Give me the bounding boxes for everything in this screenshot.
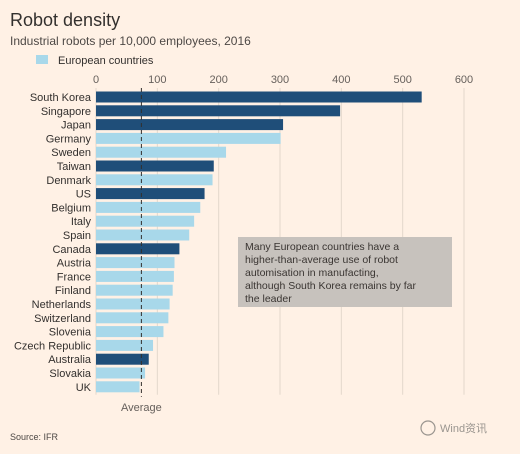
- x-tick-label: 600: [455, 74, 473, 86]
- bar: [96, 243, 180, 255]
- category-label: Netherlands: [32, 299, 92, 311]
- watermark-text: Wind资讯: [440, 422, 487, 435]
- x-tick-label: 500: [393, 74, 411, 86]
- category-label: Denmark: [46, 175, 91, 187]
- average-label: Average: [121, 402, 162, 414]
- category-label: UK: [76, 382, 92, 394]
- category-label: Singapore: [41, 106, 91, 118]
- bar: [96, 174, 213, 186]
- category-label: Finland: [55, 285, 91, 297]
- source-note: Source: IFR: [10, 432, 59, 442]
- annotation-line-3: automisation in manufacting,: [245, 267, 379, 279]
- x-tick-label: 100: [148, 74, 166, 86]
- annotation-line-1: Many European countries have a: [245, 241, 399, 253]
- category-label: Switzerland: [34, 313, 91, 325]
- category-label: Slovakia: [49, 368, 91, 380]
- annotation-line-5: the leader: [245, 293, 292, 305]
- annotation-background: [238, 237, 452, 307]
- bar: [96, 367, 146, 379]
- x-tick-label: 400: [332, 74, 350, 86]
- annotation-box: Many European countries have a higher-th…: [238, 237, 452, 307]
- category-label: Japan: [61, 120, 91, 132]
- category-label: Italy: [71, 216, 92, 228]
- x-axis-ticks: 0 100 200 300 400 500 600: [93, 74, 473, 86]
- bars: [96, 91, 422, 393]
- category-label: France: [57, 271, 91, 283]
- bar: [96, 215, 195, 227]
- category-label: Belgium: [51, 202, 91, 214]
- bar: [96, 381, 140, 393]
- bar: [96, 119, 284, 131]
- bar: [96, 146, 227, 158]
- category-label: Slovenia: [49, 327, 92, 339]
- legend-swatch-european: [36, 55, 48, 64]
- category-label: Germany: [46, 133, 92, 145]
- category-label: Canada: [52, 244, 91, 256]
- x-tick-label: 0: [93, 74, 99, 86]
- chart-title: Robot density: [10, 10, 120, 30]
- annotation-line-4: although South Korea remains by far: [245, 280, 417, 292]
- bar: [96, 132, 281, 144]
- bar: [96, 284, 173, 296]
- chart-subtitle: Industrial robots per 10,000 employees, …: [10, 34, 251, 48]
- bar: [96, 339, 154, 351]
- wechat-icon: [420, 420, 436, 436]
- category-label: South Korea: [30, 92, 92, 104]
- legend-label-european: European countries: [58, 55, 154, 67]
- bar: [96, 91, 422, 103]
- watermark: Wind资讯: [420, 420, 487, 436]
- bar: [96, 105, 341, 117]
- bar: [96, 353, 149, 365]
- x-tick-label: 200: [209, 74, 227, 86]
- bar: [96, 312, 169, 324]
- bar: [96, 201, 201, 213]
- bar: [96, 188, 205, 200]
- bar: [96, 298, 170, 310]
- bar: [96, 257, 175, 269]
- annotation-line-2: higher-than-average use of robot: [245, 254, 398, 266]
- x-tick-label: 300: [271, 74, 289, 86]
- category-label: Spain: [63, 230, 91, 242]
- category-label: Taiwan: [57, 161, 91, 173]
- category-label: Czech Republic: [14, 340, 92, 352]
- category-label: Sweden: [51, 147, 91, 159]
- bar: [96, 270, 174, 282]
- category-label: Australia: [48, 354, 92, 366]
- bar: [96, 326, 164, 338]
- category-label: Austria: [57, 258, 92, 270]
- bar: [96, 229, 190, 241]
- bar: [96, 160, 214, 172]
- category-label: US: [76, 189, 91, 201]
